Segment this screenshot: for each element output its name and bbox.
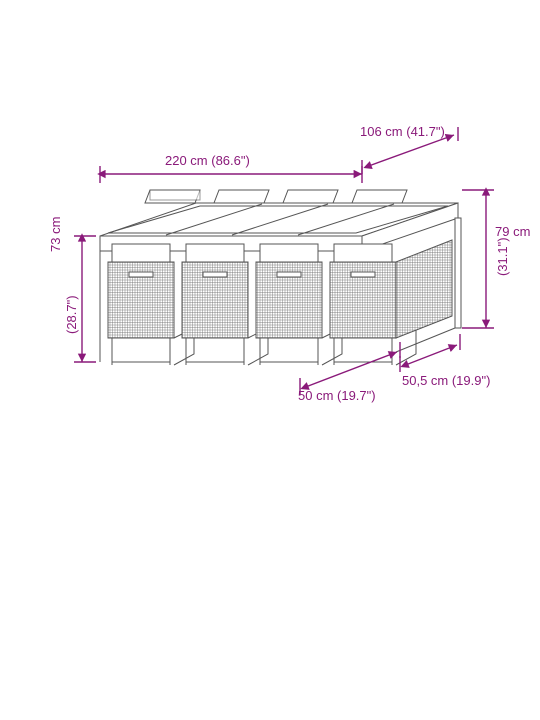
dim-height-left-value: 73 cm [48, 217, 63, 252]
dim-bottom-second-label: 50,5 cm (19.9") [402, 373, 490, 388]
dim-height-right-paren: (31.1") [495, 237, 510, 276]
dim-height-left-paren: (28.7") [64, 295, 79, 334]
furniture-dimension-diagram [0, 0, 540, 720]
dim-length-label: 220 cm (86.6") [165, 153, 250, 168]
dim-bottom-first-label: 50 cm (19.7") [298, 388, 376, 403]
dim-depth-label: 106 cm (41.7") [360, 124, 445, 139]
